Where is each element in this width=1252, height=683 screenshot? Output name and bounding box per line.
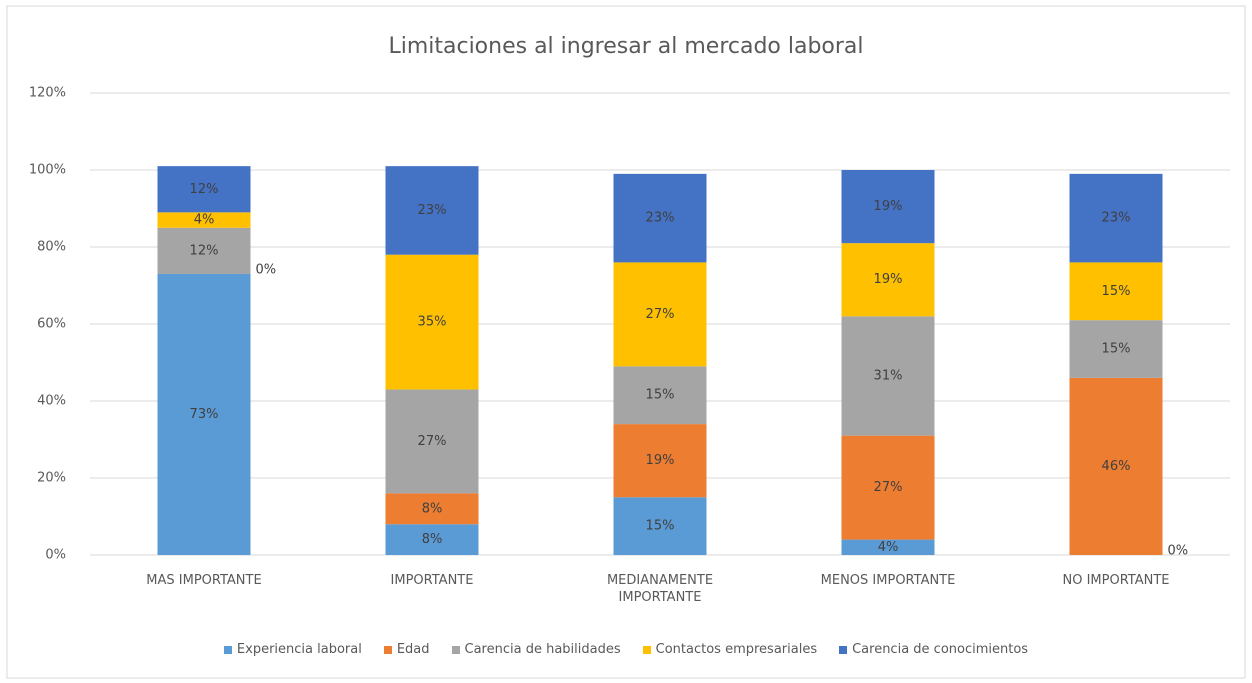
bar-segment [157,227,251,274]
legend-item: Carencia de habilidades [451,642,621,657]
data-label: 23% [418,203,447,218]
bar-segment [841,539,935,555]
legend-swatch [451,645,460,654]
bar-segment [613,497,707,555]
bar-segment [613,173,707,263]
bar-segment [1069,320,1163,378]
x-tick-label: MAS IMPORTANTE [146,573,262,588]
bar-segment [385,254,479,390]
legend-swatch [223,645,232,654]
x-tick-label: IMPORTANTE [390,573,474,588]
data-label: 23% [1102,211,1131,226]
data-label: 8% [422,532,443,547]
bar-segment [1069,377,1163,555]
data-label: 73% [190,407,219,422]
data-label: 8% [422,501,443,516]
chart-title: Limitaciones al ingresar al mercado labo… [388,34,863,59]
bar-segment [385,389,479,494]
bar-segment [1069,173,1163,263]
data-label: 15% [646,519,675,534]
legend-item: Carencia de conocimientos [839,642,1028,657]
data-label: 4% [878,540,899,555]
legend-item: Edad [383,642,430,657]
data-label: 0% [256,262,277,277]
legend-item: Experiencia laboral [223,642,362,657]
data-label: 12% [190,182,219,197]
bar-segment [385,493,479,525]
legend-label: Carencia de habilidades [464,642,621,657]
bar-segment [1069,262,1163,321]
data-label: 15% [1102,284,1131,299]
legend: Experiencia laboral Edad Carencia de habil… [0,642,1252,657]
bar-segment [385,524,479,555]
bar-segment [157,212,251,228]
data-label: 12% [190,243,219,258]
bar-segment [157,273,251,555]
bar-segment [157,166,251,213]
y-tick-label: 0% [45,548,66,563]
legend-swatch [642,645,651,654]
x-tick-label: MEDIANAMENTE IMPORTANTE [606,573,714,605]
bar-segment [841,316,935,436]
y-tick-label: 20% [37,471,66,486]
data-label: 4% [194,213,215,228]
y-tick-label: 80% [37,240,66,255]
data-label: 23% [646,211,675,226]
data-label: 27% [646,307,675,322]
legend-label: Contactos empresariales [655,642,818,657]
data-label: 27% [874,480,903,495]
data-label: 35% [418,315,447,330]
legend-item: Contactos empresariales [642,642,818,657]
bar-segment [385,166,479,255]
y-tick-label: 40% [37,394,66,409]
bar-segment [613,366,707,425]
legend-label: Edad [396,642,430,657]
legend-label: Carencia de conocimientos [852,642,1029,657]
legend-swatch [839,645,848,654]
y-tick-label: 60% [37,317,66,332]
bar-segment [613,424,707,498]
legend-label: Experiencia laboral [236,642,362,657]
data-label: 15% [1102,342,1131,357]
bar-segment [613,262,707,367]
legend-swatch [383,645,392,654]
y-tick-label: 100% [29,163,66,178]
data-label: 15% [646,388,675,403]
x-tick-label: NO IMPORTANTE [1062,573,1170,588]
bar-segment [841,243,935,317]
bar-segment [841,435,935,540]
data-label: 19% [874,272,903,287]
bar-segment [841,170,935,244]
data-label: 31% [874,368,903,383]
x-tick-label: MENOS IMPORTANTE [820,573,956,588]
y-tick-label: 120% [29,86,66,101]
data-label: 19% [646,453,675,468]
data-label: 0% [1168,544,1189,559]
data-label: 27% [418,434,447,449]
data-label: 19% [874,199,903,214]
data-label: 46% [1102,459,1131,474]
